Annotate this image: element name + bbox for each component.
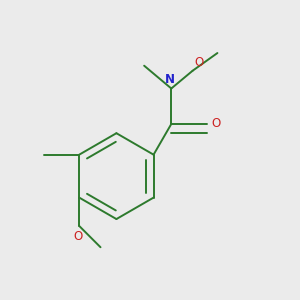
Text: N: N	[165, 73, 175, 86]
Text: O: O	[74, 230, 83, 243]
Text: O: O	[194, 56, 204, 69]
Text: O: O	[211, 117, 220, 130]
